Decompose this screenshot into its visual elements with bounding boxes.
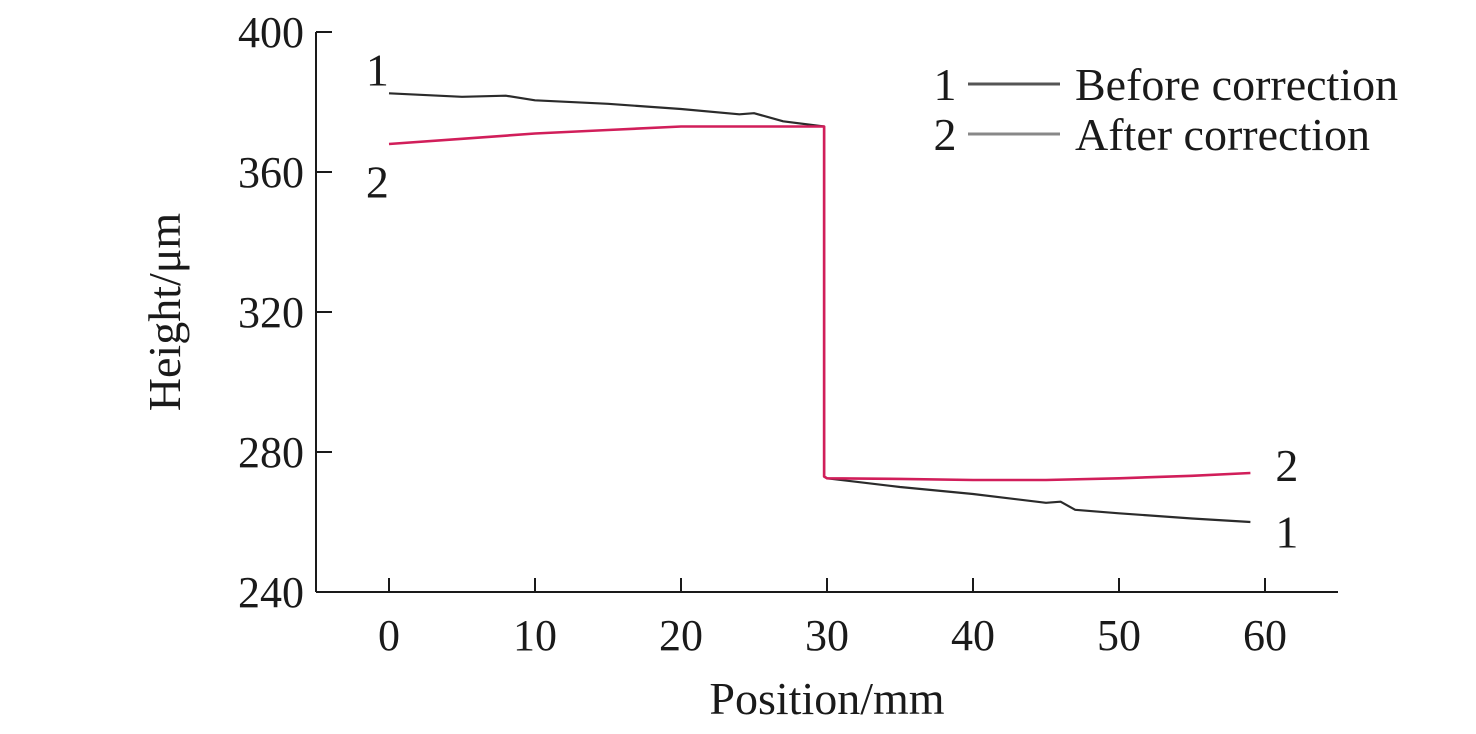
x-tick-label: 20 [659, 611, 703, 660]
legend: 1 Before correction 2 After correction [934, 59, 1399, 160]
legend-id-2: 2 [934, 109, 957, 160]
y-tick-label: 280 [238, 428, 304, 477]
y-tick-label: 320 [238, 288, 304, 337]
y-axis-title: Height/μm [139, 213, 190, 412]
x-tick-label: 10 [513, 611, 557, 660]
x-tick-label: 0 [378, 611, 400, 660]
x-axis-title: Position/mm [709, 673, 944, 724]
curve-label-1: 1 [1275, 507, 1298, 558]
legend-label-1: Before correction [1075, 59, 1398, 110]
series-layer [388, 92, 1251, 524]
y-ticks: 240 280 320 360 400 [238, 8, 332, 617]
x-tick-label: 40 [951, 611, 995, 660]
curve-label-2: 2 [366, 157, 389, 208]
legend-id-1: 1 [934, 59, 957, 110]
x-tick-label: 60 [1243, 611, 1287, 660]
y-tick-label: 400 [238, 8, 304, 57]
series-line-2 [388, 125, 1251, 482]
curve-label-2: 2 [1275, 440, 1298, 491]
x-ticks: 0 10 20 30 40 50 60 [378, 578, 1287, 660]
y-tick-label: 240 [238, 568, 304, 617]
curve-label-1: 1 [366, 45, 389, 96]
x-tick-label: 30 [805, 611, 849, 660]
y-tick-label: 360 [238, 148, 304, 197]
x-tick-label: 50 [1097, 611, 1141, 660]
legend-label-2: After correction [1075, 109, 1370, 160]
